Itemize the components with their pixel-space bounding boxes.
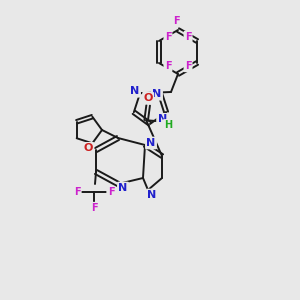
Text: F: F bbox=[91, 203, 97, 213]
Text: N: N bbox=[130, 86, 140, 96]
Text: H: H bbox=[164, 120, 172, 130]
Text: F: F bbox=[185, 32, 191, 42]
Text: O: O bbox=[143, 93, 153, 103]
Text: F: F bbox=[165, 32, 171, 42]
Text: F: F bbox=[185, 61, 191, 71]
Text: N: N bbox=[158, 114, 167, 124]
Text: N: N bbox=[152, 89, 162, 99]
Text: F: F bbox=[165, 61, 171, 71]
Text: N: N bbox=[146, 138, 156, 148]
Text: O: O bbox=[84, 143, 93, 153]
Text: N: N bbox=[147, 190, 157, 200]
Text: F: F bbox=[74, 187, 80, 197]
Text: F: F bbox=[173, 16, 179, 26]
Text: F: F bbox=[108, 187, 114, 197]
Text: N: N bbox=[118, 183, 127, 193]
